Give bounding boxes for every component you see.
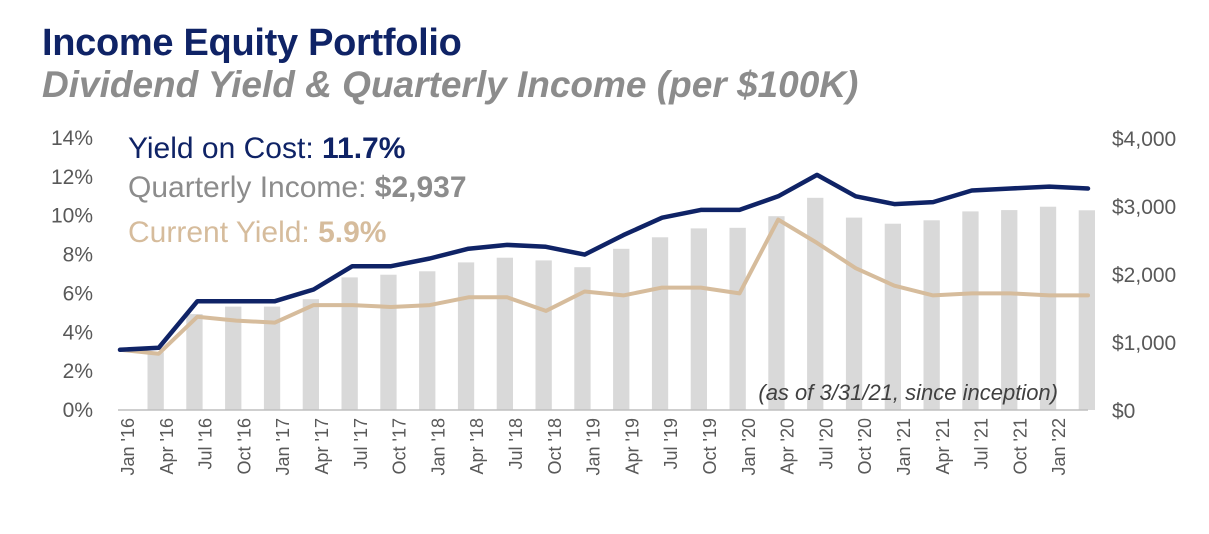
- x-tick-label: Jan '21: [894, 418, 914, 475]
- x-tick-label: Jan '22: [1049, 418, 1069, 475]
- x-tick-label: Jul '20: [816, 418, 836, 469]
- legend-yield-on-cost: Yield on Cost: 11.7%: [128, 132, 405, 165]
- income-bar: [884, 223, 901, 410]
- income-bar: [729, 227, 746, 410]
- left-tick-label: 0%: [63, 399, 93, 422]
- income-bar: [419, 271, 436, 410]
- income-bar: [690, 228, 707, 410]
- left-tick-label: 14%: [51, 127, 93, 150]
- income-bar: [651, 237, 669, 410]
- x-tick-label: Jan '19: [584, 418, 604, 475]
- income-bar: [380, 274, 397, 410]
- x-tick-label: Jul '21: [972, 418, 992, 469]
- x-tick-label: Apr '17: [312, 418, 332, 474]
- current-yield-line: [118, 217, 1090, 356]
- x-tick-label: Jan '18: [428, 418, 448, 475]
- left-axis-ticks: 0% 2% 4% 6% 8% 10% 12% 14%: [51, 127, 93, 422]
- legend-quarterly-income: Quarterly Income: $2,937: [128, 171, 467, 204]
- chart-subtitle: Dividend Yield & Quarterly Income (per $…: [42, 64, 859, 105]
- income-bar: [302, 299, 319, 410]
- income-bars: [147, 197, 1095, 410]
- income-bar: [1001, 210, 1018, 410]
- x-tick-label: Apr '21: [933, 418, 953, 474]
- x-tick-label: Apr '20: [778, 418, 798, 474]
- income-bar: [1039, 206, 1057, 410]
- income-bar: [341, 277, 358, 410]
- income-bar: [768, 216, 785, 410]
- x-tick-label: Jul '17: [351, 418, 371, 469]
- x-tick-label: Apr '18: [467, 418, 487, 474]
- income-bar: [186, 314, 203, 410]
- left-tick-label: 6%: [63, 282, 93, 305]
- income-bar: [263, 306, 281, 410]
- chart-title: Income Equity Portfolio: [42, 22, 462, 64]
- right-tick-label: $3,000: [1112, 196, 1176, 219]
- left-tick-label: 2%: [63, 360, 93, 383]
- x-tick-label: Jan '20: [739, 418, 759, 475]
- left-tick-label: 10%: [51, 205, 93, 228]
- x-tick-label: Oct '16: [234, 418, 254, 474]
- left-tick-label: 4%: [63, 321, 93, 344]
- income-bar: [807, 197, 824, 410]
- legend-current-yield: Current Yield: 5.9%: [128, 216, 386, 249]
- x-tick-label: Apr '16: [157, 418, 177, 474]
- x-tick-label: Jul '16: [196, 418, 216, 469]
- income-bar: [457, 262, 475, 410]
- income-bar: [535, 260, 552, 410]
- right-tick-label: $2,000: [1112, 264, 1176, 287]
- income-bar: [496, 257, 513, 410]
- right-tick-label: $4,000: [1112, 128, 1176, 151]
- left-tick-label: 8%: [63, 244, 93, 267]
- x-tick-label: Jul '19: [661, 418, 681, 469]
- x-tick-label: Oct '20: [855, 418, 875, 474]
- income-bar: [923, 220, 940, 410]
- x-tick-label: Oct '19: [700, 418, 720, 474]
- left-tick-label: 12%: [51, 166, 93, 189]
- x-tick-label: Oct '17: [390, 418, 410, 474]
- x-axis-ticks: Jan '16 Apr '16 Jul '16 Oct '16 Jan '17 Apr '…: [118, 418, 1069, 475]
- yield-on-cost-line: [117, 172, 1091, 353]
- income-bar: [147, 352, 164, 410]
- income-bar: [574, 267, 591, 410]
- as-of-note: (as of 3/31/21, since inception): [758, 380, 1058, 405]
- x-tick-label: Oct '18: [545, 418, 565, 474]
- right-tick-label: $0: [1112, 400, 1135, 423]
- income-bar: [225, 306, 242, 410]
- x-tick-label: Oct '21: [1010, 418, 1030, 474]
- yield-lines: [117, 172, 1091, 356]
- income-bar: [613, 248, 630, 410]
- x-tick-label: Jul '18: [506, 418, 526, 469]
- x-tick-label: Jan '17: [273, 418, 293, 475]
- right-tick-label: $1,000: [1112, 332, 1176, 355]
- x-tick-label: Apr '19: [622, 418, 642, 474]
- right-axis-ticks: $0 $1,000 $2,000 $3,000 $4,000: [1112, 128, 1176, 423]
- x-tick-label: Jan '16: [118, 418, 138, 475]
- income-bar: [1078, 210, 1095, 410]
- income-bar: [962, 211, 979, 410]
